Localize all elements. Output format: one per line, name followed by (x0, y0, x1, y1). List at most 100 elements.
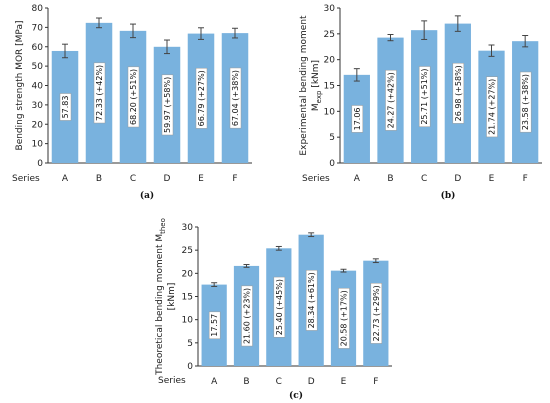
y-axis-label-line1: Theoretical bending moment Mtheo (155, 218, 167, 376)
data-label-text: 25.40 (+45%) (275, 279, 284, 335)
y-axis-label-line2: [kNm] (167, 283, 177, 311)
data-label-D: 28.34 (+61%) (305, 270, 318, 331)
data-label-D: 59.97 (+58%) (161, 74, 174, 136)
error-bar-F (522, 34, 529, 48)
y-tick-label: 20 (32, 120, 44, 130)
data-label-B: 21.60 (+23%) (241, 285, 253, 347)
data-label-F: 22.73 (+29%) (370, 283, 383, 344)
y-tick-label: 0 (329, 159, 335, 169)
error-bar-C (275, 245, 282, 251)
chart-panel-c: 0 5 10 15 20 25 30 17.57 A 21.60 (+23%) B 25.40 (+4… (155, 218, 392, 401)
chart-panel-a: 0 10 20 30 40 50 60 70 80 57.83 A 72.33 (+42%) B 68.2… (12, 4, 252, 201)
x-axis-label: Series (12, 174, 40, 184)
data-label-B: 24.27 (+42%) (385, 69, 397, 131)
x-tick-label: B (387, 174, 393, 184)
error-bar-C (421, 20, 428, 40)
error-bar-E (340, 268, 347, 273)
x-tick-label: D (308, 377, 315, 387)
data-label-box (241, 285, 253, 347)
error-bar-E (488, 44, 495, 57)
x-tick-label: D (454, 174, 461, 184)
data-label-box (229, 67, 242, 129)
data-label-text: 67.04 (+38%) (231, 70, 240, 126)
data-label-box (161, 74, 174, 136)
data-label-box (418, 66, 431, 127)
x-tick-label: E (198, 174, 204, 184)
y-tick-label: 5 (329, 133, 335, 143)
data-label-box (519, 71, 532, 133)
x-axis-label: Series (302, 174, 330, 184)
data-label-box (127, 66, 140, 128)
y-axis-label: Theoretical bending moment Mtheo[kNm] (155, 218, 177, 376)
y-tick-label: 5 (187, 339, 193, 349)
error-bar-B (243, 264, 250, 268)
data-label-text: 68.20 (+51%) (129, 69, 138, 125)
data-label-box (338, 287, 350, 349)
data-label-D: 26.98 (+58%) (452, 62, 465, 124)
data-label-box (305, 270, 318, 331)
y-tick-label: 60 (32, 43, 44, 53)
data-label-text: 17.57 (210, 314, 219, 337)
y-tick-label: 30 (32, 101, 44, 111)
y-tick-label: 30 (182, 223, 194, 233)
x-tick-label: C (276, 377, 282, 387)
error-bar-D (164, 39, 170, 55)
data-label-text: 66.79 (+27%) (197, 70, 206, 126)
data-label-E: 66.79 (+27%) (195, 67, 208, 129)
y-tick-label: 0 (187, 362, 193, 372)
x-tick-label: D (164, 174, 171, 184)
data-label-box (385, 69, 397, 131)
data-label-text: 28.34 (+61%) (307, 272, 316, 328)
x-tick-label: C (130, 174, 136, 184)
data-label-text: 59.97 (+58%) (163, 77, 172, 133)
y-tick-label: 80 (32, 4, 44, 14)
error-bar-D (308, 232, 315, 238)
data-label-box (452, 62, 465, 124)
data-label-text: 20.58 (+17%) (340, 290, 349, 346)
data-label-box (351, 105, 364, 133)
x-tick-label: E (341, 377, 347, 387)
error-bar-C (130, 23, 136, 39)
y-axis-label-line2: Mexp [kNm] (311, 60, 323, 111)
y-axis-label-line1: Experimental bending moment (299, 15, 309, 156)
data-label-F: 67.04 (+38%) (229, 67, 242, 129)
data-label-text: 17.06 (353, 107, 362, 130)
error-bar-A (211, 282, 218, 287)
data-label-B: 72.33 (+42%) (93, 62, 106, 124)
x-tick-label: B (243, 377, 249, 387)
x-axis-label: Series (158, 376, 186, 386)
data-label-text: 21.74 (+27%) (488, 79, 497, 135)
y-axis-label: Bending strength MOR [MPa] (15, 21, 25, 151)
y-tick-label: 30 (324, 4, 336, 14)
data-label-A: 17.57 (208, 311, 221, 339)
data-label-text: 26.98 (+58%) (454, 65, 463, 121)
y-tick-label: 10 (32, 140, 44, 150)
x-tick-label: A (62, 174, 69, 184)
error-bar-F (232, 27, 238, 39)
x-tick-label: B (96, 174, 102, 184)
data-label-A: 57.83 (59, 93, 72, 121)
panel-caption: (a) (140, 190, 154, 201)
y-tick-label: 10 (324, 107, 336, 117)
x-tick-label: F (373, 377, 378, 387)
data-label-text: 57.83 (61, 96, 70, 119)
x-tick-label: E (489, 174, 495, 184)
data-label-box (370, 283, 383, 344)
y-tick-label: 0 (37, 159, 43, 169)
y-tick-label: 25 (182, 246, 193, 256)
y-tick-label: 20 (324, 56, 336, 66)
y-axis-label-text: Bending strength MOR [MPa] (15, 21, 25, 151)
y-tick-label: 10 (182, 316, 194, 326)
y-tick-label: 20 (182, 269, 194, 279)
error-bar-F (372, 258, 379, 264)
y-tick-label: 25 (324, 30, 335, 40)
data-label-A: 17.06 (351, 105, 364, 133)
data-label-box (59, 93, 72, 121)
data-label-text: 72.33 (+42%) (95, 65, 104, 121)
y-tick-label: 70 (32, 23, 44, 33)
data-label-text: 23.58 (+38%) (521, 74, 530, 130)
x-tick-label: F (232, 174, 237, 184)
data-label-box (273, 276, 286, 338)
data-label-C: 25.71 (+51%) (418, 66, 431, 127)
